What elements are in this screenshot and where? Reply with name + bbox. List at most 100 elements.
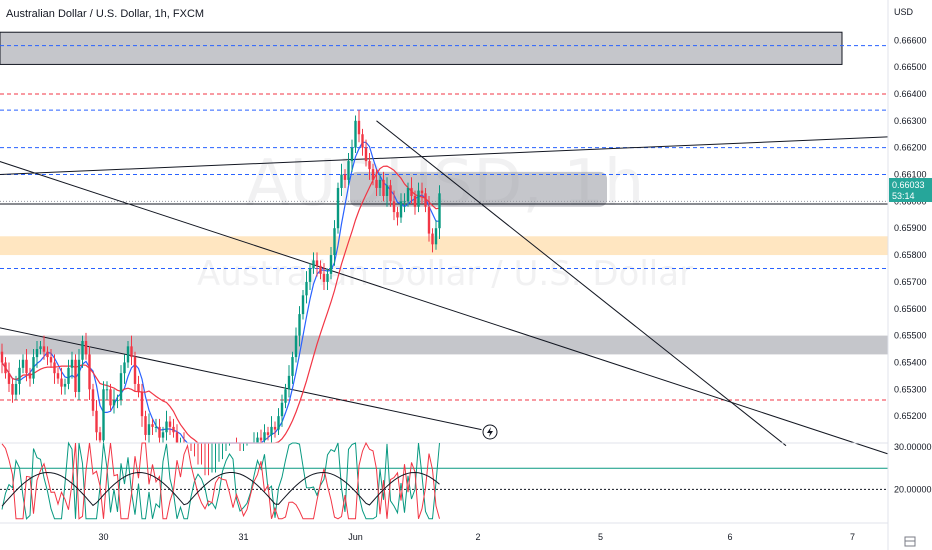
time-tick-label: 2	[475, 532, 480, 542]
candle-body	[406, 187, 410, 202]
candle	[21, 354, 25, 374]
candle-body	[273, 426, 277, 430]
zone-0	[0, 31, 843, 65]
candle	[378, 174, 382, 196]
candle	[140, 383, 144, 427]
currency-label: USD	[894, 7, 914, 17]
candle-body	[151, 424, 154, 427]
candle	[147, 413, 151, 443]
candle-body	[354, 120, 357, 148]
candle-body	[291, 357, 294, 376]
candle-body	[389, 185, 392, 202]
lightning-icon[interactable]	[482, 424, 498, 440]
candle-body	[109, 389, 112, 406]
candle-body	[371, 169, 375, 180]
candle	[4, 357, 7, 379]
indicator-di-minus-line	[1, 441, 440, 520]
candle-body	[284, 389, 287, 403]
candle	[375, 169, 378, 196]
candle	[371, 163, 375, 186]
candle	[98, 426, 102, 443]
zones-layer	[0, 31, 888, 355]
candle-body	[424, 193, 427, 207]
candle	[396, 206, 399, 226]
candle	[18, 359, 21, 395]
candle	[399, 193, 403, 223]
candle-body	[35, 349, 39, 358]
candle	[280, 394, 284, 427]
candle-body	[144, 416, 147, 435]
candle	[417, 182, 420, 213]
candle	[270, 416, 273, 443]
candles-layer	[0, 110, 441, 476]
candle	[112, 389, 116, 414]
time-tick-label: 6	[727, 532, 732, 542]
candle	[291, 351, 294, 384]
price-tick-label: 0.65200	[894, 411, 927, 421]
price-tick-label: 0.65900	[894, 223, 927, 233]
trendline-3	[0, 136, 888, 175]
candle-body	[158, 426, 161, 438]
candle	[354, 115, 357, 154]
candle-body	[340, 174, 343, 188]
candle	[420, 182, 424, 205]
candle-body	[133, 357, 137, 384]
candle	[424, 187, 427, 213]
price-tick-label: 0.66400	[894, 89, 927, 99]
candle-body	[11, 383, 14, 395]
candle	[32, 349, 35, 384]
candle	[322, 263, 326, 290]
candle-body	[175, 432, 179, 443]
candle	[49, 349, 53, 368]
candle-body	[0, 351, 4, 363]
candle-body	[417, 190, 420, 207]
candle-body	[266, 432, 270, 435]
time-tick-label: 5	[598, 532, 603, 542]
candle-body	[168, 421, 172, 427]
candle	[406, 182, 410, 207]
candle-body	[161, 432, 165, 438]
candle	[427, 195, 431, 242]
candle-body	[308, 268, 312, 282]
candle	[273, 421, 277, 438]
candle	[67, 359, 70, 390]
candle-body	[315, 260, 319, 266]
candle-body	[350, 147, 354, 162]
candle	[53, 354, 56, 384]
candle-body	[4, 362, 7, 374]
candle-body	[21, 359, 25, 368]
candle	[266, 426, 270, 441]
candle-body	[420, 190, 424, 194]
candle	[175, 424, 179, 443]
candle-body	[165, 421, 168, 433]
candle-body	[56, 373, 60, 379]
candle-body	[116, 400, 119, 402]
time-tick-label: Jun	[348, 532, 363, 542]
candle-body	[91, 389, 95, 411]
candle-body	[70, 359, 74, 368]
candle-body	[438, 193, 441, 229]
candle	[361, 128, 364, 156]
candle-body	[53, 362, 56, 374]
candle-body	[378, 179, 382, 188]
candle-body	[18, 367, 21, 384]
candle	[70, 351, 74, 379]
levels-layer	[0, 45, 888, 401]
candle-body	[427, 206, 431, 234]
candle	[109, 383, 112, 411]
candle	[74, 354, 77, 398]
candle-body	[326, 273, 329, 282]
candle	[438, 185, 441, 239]
settings-icon[interactable]	[904, 536, 916, 547]
price-tick-label: 0.66300	[894, 116, 927, 126]
candle	[403, 193, 406, 213]
candle-body	[357, 120, 361, 135]
candle	[410, 177, 413, 205]
candle	[95, 400, 98, 441]
candle	[144, 410, 147, 441]
candle-body	[14, 383, 18, 395]
candle-body	[270, 426, 273, 435]
candle-body	[382, 179, 385, 196]
candle-body	[347, 161, 350, 180]
